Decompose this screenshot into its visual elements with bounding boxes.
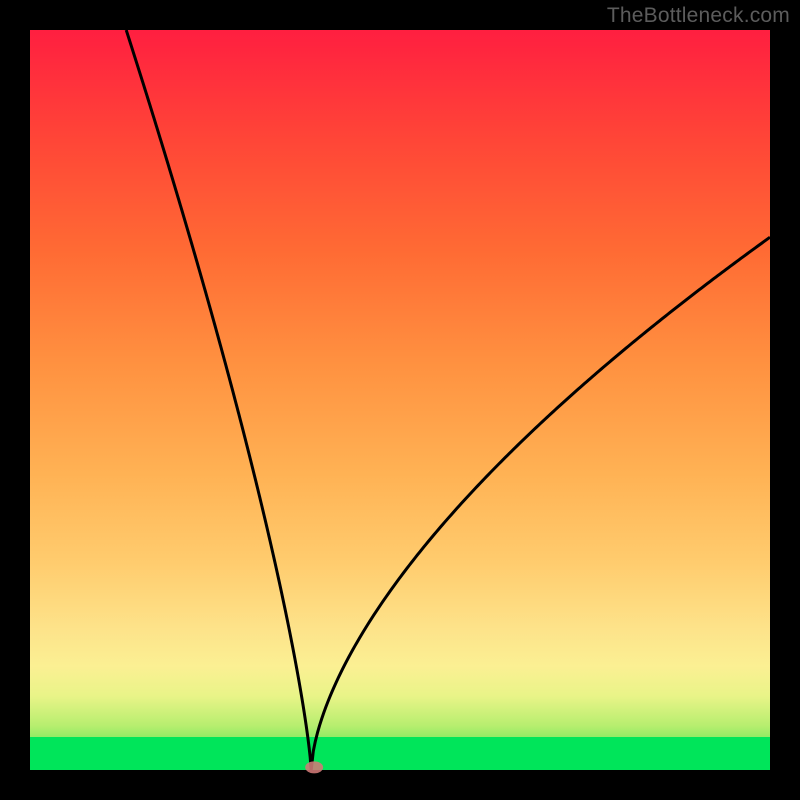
optimal-point-marker — [305, 761, 323, 773]
bottom-green-band — [30, 737, 770, 770]
plot-background — [30, 30, 770, 770]
chart-container: TheBottleneck.com — [0, 0, 800, 800]
bottleneck-chart — [0, 0, 800, 800]
